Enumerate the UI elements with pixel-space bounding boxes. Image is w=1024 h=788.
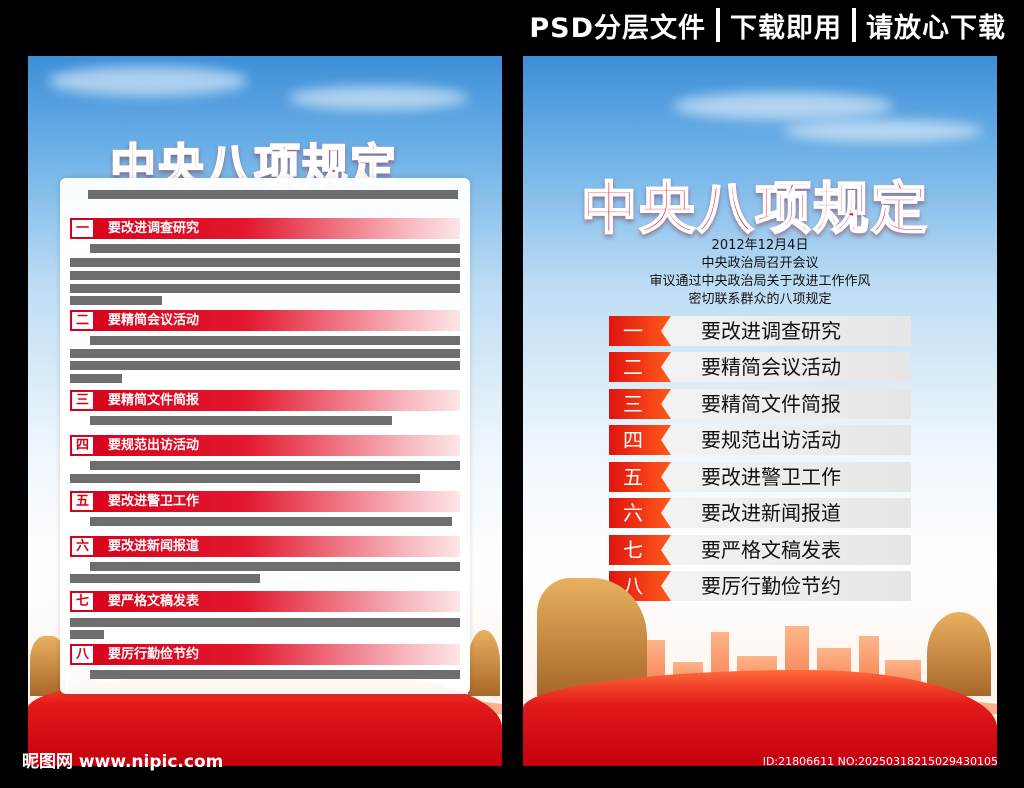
placeholder-text-line bbox=[88, 190, 458, 199]
left-item-6: 六 要改进新闻报道 bbox=[70, 536, 460, 557]
right-item-7: 七 要严格文稿发表 bbox=[609, 535, 911, 565]
item-label: 要改进警卫工作 bbox=[701, 465, 841, 489]
left-item-3: 三 要精简文件简报 bbox=[70, 390, 460, 411]
banner-divider bbox=[852, 8, 856, 42]
left-item-8: 八 要厉行勤俭节约 bbox=[70, 644, 460, 665]
item-bar bbox=[661, 316, 911, 346]
item-number-tag: 七 bbox=[609, 535, 671, 565]
placeholder-text-line bbox=[90, 562, 460, 571]
item-label: 要改进新闻报道 bbox=[701, 501, 841, 525]
cloud-decoration bbox=[783, 120, 983, 142]
placeholder-text-line bbox=[70, 474, 420, 483]
item-number-tag: 四 bbox=[609, 425, 671, 455]
item-label: 要规范出访活动 bbox=[108, 438, 200, 453]
banner-text-psd: PSD分层文件 bbox=[529, 12, 706, 44]
item-label: 要厉行勤俭节约 bbox=[108, 647, 200, 662]
item-bar bbox=[661, 571, 911, 601]
item-number: 三 bbox=[72, 392, 93, 409]
item-bar bbox=[661, 425, 911, 455]
item-label: 要改进新闻报道 bbox=[108, 539, 200, 554]
item-label: 要精简文件简报 bbox=[108, 393, 200, 408]
info-date: 2012年12月4日 bbox=[711, 238, 809, 253]
placeholder-text-line bbox=[70, 258, 460, 267]
item-number-tag: 六 bbox=[609, 498, 671, 528]
banner-text-download: 下载即用 bbox=[730, 12, 842, 44]
right-item-8: 八 要厉行勤俭节约 bbox=[609, 571, 911, 601]
cloud-decoration bbox=[673, 92, 893, 120]
right-poster-title: 中央八项规定 bbox=[580, 164, 929, 245]
item-label: 要精简文件简报 bbox=[701, 392, 841, 416]
item-bar bbox=[661, 535, 911, 565]
placeholder-text-line bbox=[90, 461, 460, 470]
placeholder-text-line bbox=[70, 349, 460, 358]
placeholder-text-line bbox=[70, 630, 104, 639]
item-number-tag: 一 bbox=[609, 316, 671, 346]
placeholder-text-line bbox=[70, 271, 460, 280]
placeholder-text-line bbox=[70, 361, 460, 370]
placeholder-text-line bbox=[70, 618, 460, 627]
item-number: 六 bbox=[72, 538, 93, 555]
item-bar bbox=[661, 352, 911, 382]
placeholder-text-line bbox=[90, 244, 460, 253]
left-poster: 中央八项规定 一 要改进调查研究 二 要精简会议活动 三 要精简文件简报 四 bbox=[28, 56, 502, 766]
item-label: 要精简会议活动 bbox=[108, 313, 200, 328]
item-number-tag: 三 bbox=[609, 389, 671, 419]
placeholder-text-line bbox=[90, 517, 452, 526]
item-bar bbox=[661, 498, 911, 528]
item-number: 四 bbox=[72, 437, 93, 454]
placeholder-text-line bbox=[70, 574, 260, 583]
watermark: 昵图网 www.nipic.com bbox=[22, 752, 224, 772]
item-label: 要改进调查研究 bbox=[108, 221, 200, 236]
left-item-1: 一 要改进调查研究 bbox=[70, 218, 460, 239]
placeholder-text-line bbox=[90, 670, 460, 679]
placeholder-text-line bbox=[90, 416, 392, 425]
item-label: 要厉行勤俭节约 bbox=[701, 574, 841, 598]
left-item-2: 二 要精简会议活动 bbox=[70, 310, 460, 331]
monument-statue bbox=[537, 578, 647, 696]
left-item-7: 七 要严格文稿发表 bbox=[70, 591, 460, 612]
item-number-tag: 二 bbox=[609, 352, 671, 382]
placeholder-text-line bbox=[70, 374, 122, 383]
item-number: 八 bbox=[72, 646, 93, 663]
info-meeting: 中央政治局召开会议 bbox=[701, 256, 819, 271]
banner-text-assure: 请放心下载 bbox=[866, 12, 1006, 44]
item-label: 要改进警卫工作 bbox=[108, 494, 200, 509]
right-item-4: 四 要规范出访活动 bbox=[609, 425, 911, 455]
lion-statue bbox=[927, 612, 991, 696]
placeholder-text-line bbox=[70, 296, 162, 305]
right-poster: 中央八项规定 2012年12月4日 中央政治局召开会议 审议通过中央政治局关于改… bbox=[523, 56, 997, 766]
item-label: 要严格文稿发表 bbox=[701, 538, 841, 562]
info-approval: 审议通过中央政治局关于改进工作作风 bbox=[649, 274, 871, 289]
item-label: 要精简会议活动 bbox=[701, 355, 841, 379]
item-label: 要严格文稿发表 bbox=[108, 594, 200, 609]
item-number: 一 bbox=[72, 220, 93, 237]
left-item-4: 四 要规范出访活动 bbox=[70, 435, 460, 456]
item-number: 二 bbox=[72, 312, 93, 329]
lion-statue bbox=[468, 630, 500, 696]
right-item-3: 三 要精简文件简报 bbox=[609, 389, 911, 419]
cloud-decoration bbox=[48, 66, 248, 96]
item-bar bbox=[661, 389, 911, 419]
banner-divider bbox=[716, 8, 720, 42]
item-bar bbox=[661, 462, 911, 492]
image-id: ID:21806611 NO:20250318215029430105 bbox=[762, 755, 998, 768]
placeholder-text-line bbox=[90, 336, 460, 345]
right-item-6: 六 要改进新闻报道 bbox=[609, 498, 911, 528]
top-banner: PSD分层文件 下载即用 请放心下载 bbox=[529, 0, 1006, 50]
red-wave-decoration bbox=[523, 670, 997, 766]
right-item-2: 二 要精简会议活动 bbox=[609, 352, 911, 382]
info-rules: 密切联系群众的八项规定 bbox=[688, 292, 832, 307]
right-item-1: 一 要改进调查研究 bbox=[609, 316, 911, 346]
left-item-5: 五 要改进警卫工作 bbox=[70, 491, 460, 512]
item-number: 五 bbox=[72, 493, 93, 510]
item-number-tag: 五 bbox=[609, 462, 671, 492]
content-panel: 一 要改进调查研究 二 要精简会议活动 三 要精简文件简报 四 要规范出访活动 … bbox=[60, 178, 470, 694]
item-label: 要规范出访活动 bbox=[701, 428, 841, 452]
item-label: 要改进调查研究 bbox=[701, 319, 841, 343]
right-item-5: 五 要改进警卫工作 bbox=[609, 462, 911, 492]
placeholder-text-line bbox=[70, 284, 460, 293]
cloud-decoration bbox=[288, 86, 468, 110]
item-number: 七 bbox=[72, 593, 93, 610]
